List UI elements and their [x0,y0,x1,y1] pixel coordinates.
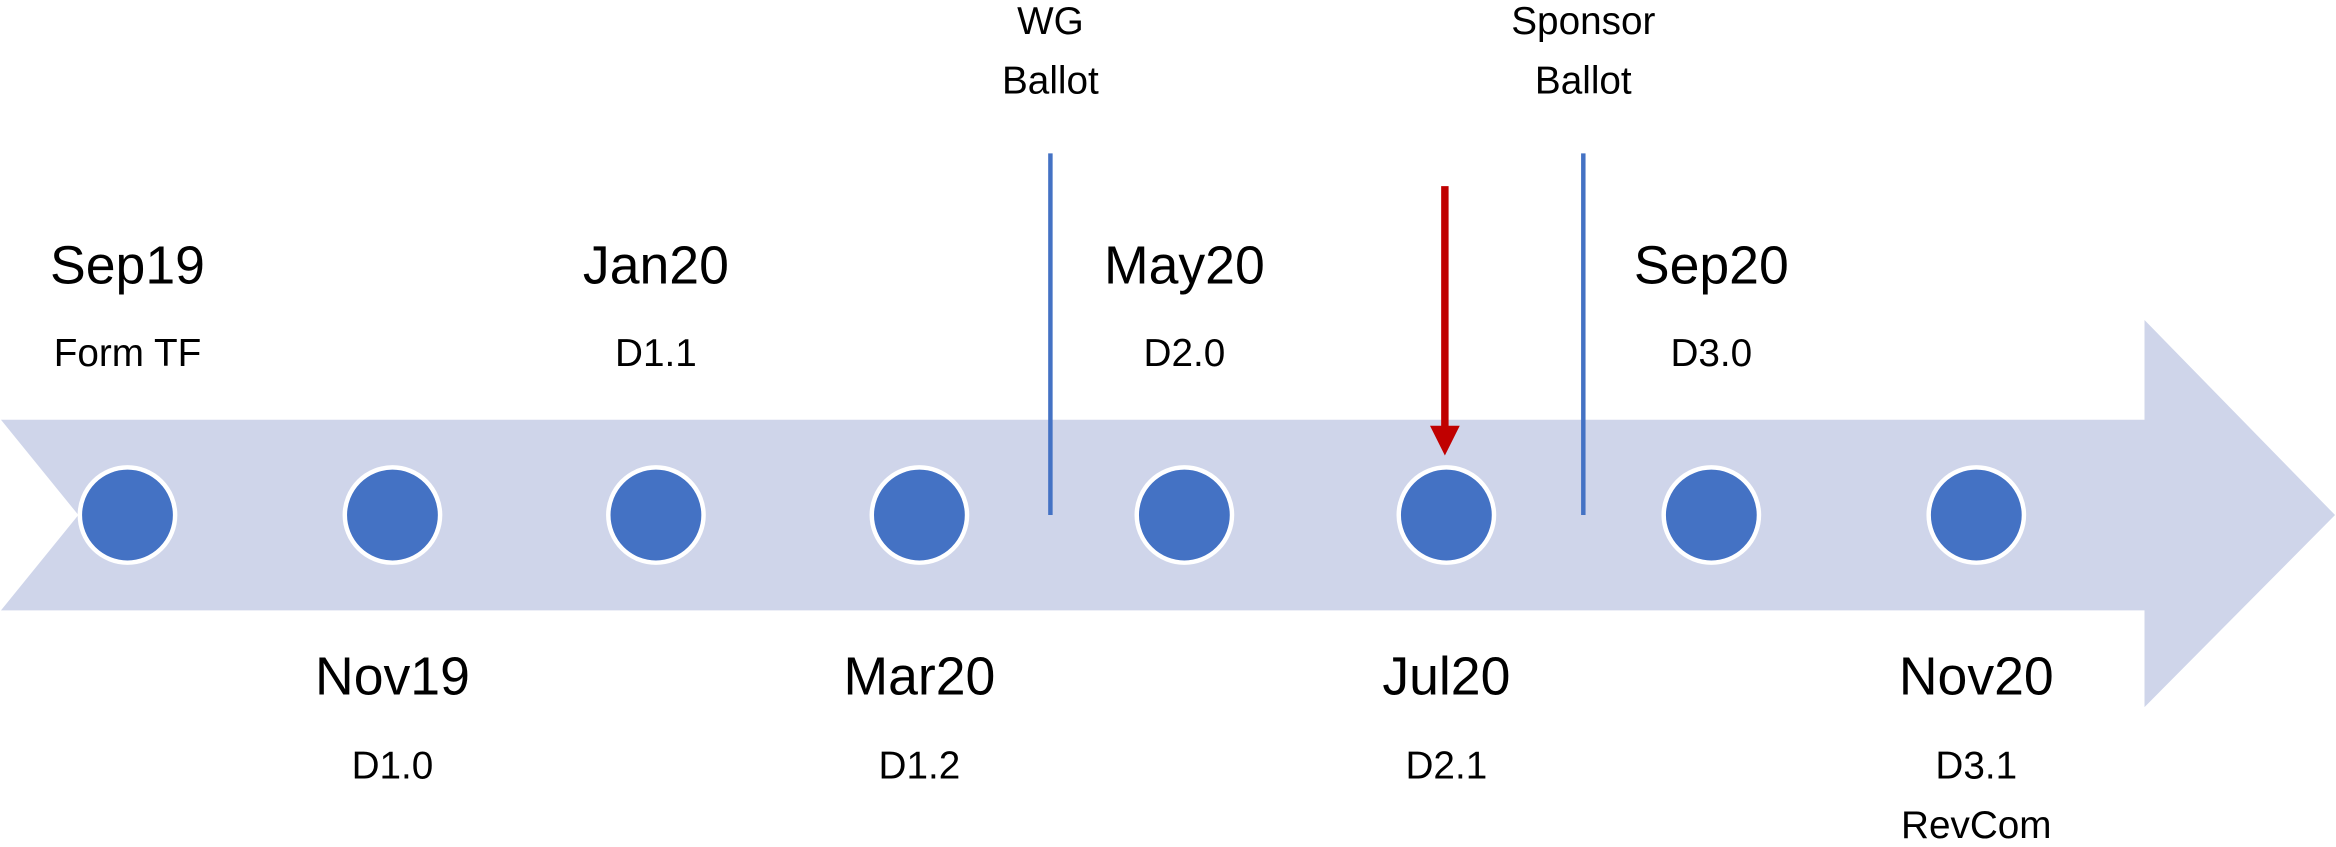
milestone-date: Sep19 [50,236,205,296]
milestone-date: Jan20 [583,236,729,296]
milestone-dot [1661,465,1762,565]
ballot-label: WG [1017,0,1084,43]
milestone-date: Mar20 [843,646,995,706]
milestone-label: D1.2 [879,744,961,787]
milestone-date: Jul20 [1382,646,1510,706]
milestone-date: Nov20 [1899,646,2054,706]
milestone-label: D1.1 [615,332,697,375]
milestone-date: Sep20 [1634,236,1789,296]
milestone-label: D3.0 [1670,332,1752,375]
milestone-label: D2.0 [1144,332,1226,375]
milestone-dot [606,465,706,565]
milestone-label: D3.1 [1935,744,2017,787]
milestone-label: D1.0 [352,744,434,787]
ballot-label: Ballot [1002,60,1099,103]
milestone-dot [77,465,178,565]
ballot-label: Sponsor [1511,0,1655,43]
milestone-dot [1134,465,1235,565]
milestone-dot [869,465,970,565]
milestone-dot [1396,465,1497,565]
milestone-label: D2.1 [1405,744,1487,787]
current-arrow-head [1429,425,1460,456]
milestone-date: May20 [1104,236,1265,296]
milestone-label: Form TF [54,332,202,375]
milestone-label: RevCom [1901,804,2051,847]
ballot-label: Ballot [1535,60,1632,103]
milestone-dot [1926,465,2027,565]
milestone-date: Nov19 [315,646,470,706]
milestone-dot [342,465,443,565]
